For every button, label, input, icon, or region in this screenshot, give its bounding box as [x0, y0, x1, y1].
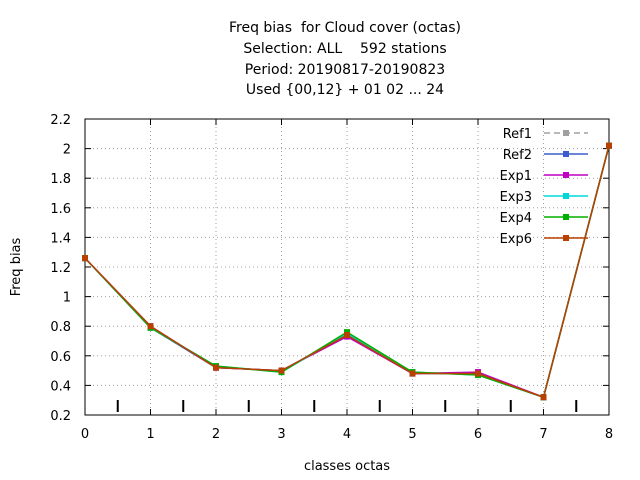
- x-tick-label: 5: [408, 427, 416, 442]
- legend-marker: [563, 172, 569, 178]
- legend-marker: [563, 151, 569, 157]
- legend-marker: [563, 193, 569, 199]
- x-tick-label: 2: [212, 427, 220, 442]
- data-point: [409, 370, 416, 377]
- legend: Ref1 Ref2 Exp1 Exp3 Exp4 Exp6: [500, 127, 588, 247]
- x-axis-label: classes octas: [304, 459, 390, 474]
- x-tick-label: 0: [81, 427, 89, 442]
- legend-marker: [563, 235, 569, 241]
- x-tick-label: 4: [343, 427, 351, 442]
- title-line-2: Selection: ALL 592 stations: [243, 41, 447, 57]
- series-group: [82, 142, 612, 401]
- data-point: [475, 370, 481, 377]
- x-tick-label: 7: [539, 427, 547, 442]
- y-tick-label: 1.2: [50, 261, 71, 276]
- title-line-3: Period: 20190817-20190823: [244, 62, 446, 78]
- x-tick-label: 6: [474, 427, 482, 442]
- legend-marker: [563, 214, 569, 220]
- x-tick-label: 3: [277, 427, 285, 442]
- title-line-4: Used {00,12} + 01 02 ... 24: [245, 82, 445, 98]
- y-axis-label: Freq bias: [9, 237, 24, 296]
- legend-label-exp4: Exp4: [500, 211, 532, 226]
- y-tick-label: 1.6: [50, 202, 71, 217]
- data-point: [82, 255, 88, 262]
- legend-label-exp3: Exp3: [500, 190, 532, 205]
- data-point: [147, 323, 154, 330]
- legend-label-exp1: Exp1: [500, 169, 532, 184]
- x-tick-label: 8: [605, 427, 613, 442]
- legend-label-ref1: Ref1: [503, 127, 532, 142]
- y-tick-label: 0.2: [50, 409, 71, 424]
- x-tick-label: 1: [146, 427, 154, 442]
- legend-marker: [563, 130, 569, 136]
- title-line-1: Freq bias for Cloud cover (octas): [228, 20, 462, 36]
- tick-labels: 0 1 2 3 4 5 6 7 8 0.2 0.4 0.6 0.8 1 1.2 1.4 1.6 1.8 2 2.2: [50, 113, 613, 442]
- data-point: [213, 364, 219, 371]
- y-tick-label: 2.2: [50, 113, 71, 128]
- y-tick-label: 1.8: [50, 172, 71, 187]
- y-tick-label: 0.6: [50, 350, 71, 365]
- data-point: [344, 332, 350, 339]
- y-tick-label: 0.8: [50, 320, 71, 335]
- data-point: [606, 142, 612, 149]
- grid: [85, 119, 609, 415]
- y-tick-label: 2: [63, 143, 71, 158]
- legend-label-exp6: Exp6: [500, 232, 532, 247]
- y-tick-label: 1.4: [50, 231, 71, 246]
- y-tick-label: 0.4: [50, 379, 71, 394]
- y-tick-label: 1: [63, 291, 71, 306]
- data-point: [540, 394, 547, 401]
- data-point: [278, 367, 285, 374]
- legend-label-ref2: Ref2: [503, 148, 532, 163]
